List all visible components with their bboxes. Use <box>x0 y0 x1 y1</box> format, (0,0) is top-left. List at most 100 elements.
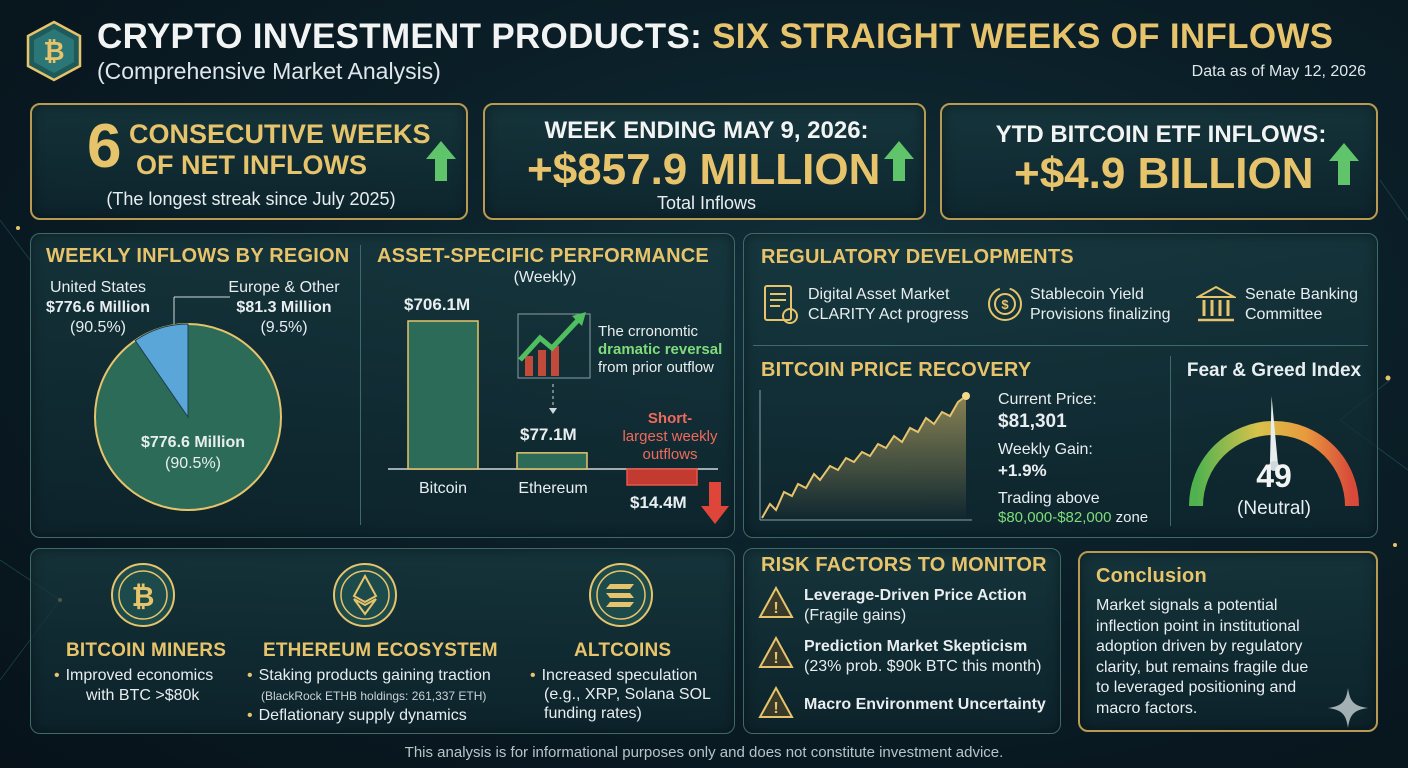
reg-item-senate: Senate Banking Committee <box>1245 286 1358 323</box>
region-pie-chart <box>94 296 282 511</box>
bar-bitcoin <box>407 320 479 470</box>
document-icon <box>764 285 798 324</box>
risk-3-title: Macro Environment Uncertainty <box>804 696 1046 713</box>
bitcoin-logo-icon: ₿ <box>26 20 82 82</box>
btc-bar-value: $706.1M <box>404 295 471 314</box>
weekly-gain-label: Weekly Gain: <box>998 441 1093 458</box>
risk-2-title: Prediction Market Skepticism <box>804 638 1028 655</box>
bar-ethereum <box>516 452 588 470</box>
svg-text:$: $ <box>1001 297 1009 312</box>
streak-note: (The longest streak since July 2025) <box>106 189 396 209</box>
eth-bar-value: $77.1M <box>520 425 577 444</box>
streak-panel: 6 CONSECUTIVE WEEKS OF NET INFLOWS (The … <box>30 103 468 220</box>
miners-title: BITCOIN MINERS <box>66 640 227 661</box>
ytd-value: +$4.9 BILLION <box>1014 149 1314 198</box>
trading-zone: $80,000-$82,000 zone <box>998 509 1149 526</box>
bank-icon <box>1196 285 1236 322</box>
risk-2-sub: (23% prob. $90k BTC this month) <box>804 658 1042 675</box>
conclusion-text: Market signals a potential inflection po… <box>1096 597 1309 717</box>
fear-greed-title: Fear & Greed Index <box>1186 360 1362 381</box>
pie-inner-pct: (90.5%) <box>164 455 222 472</box>
ethereum-title: ETHEREUM ECOSYSTEM <box>263 640 498 661</box>
miners-bullet: Improved economics <box>54 667 214 685</box>
gauge-divider <box>1170 356 1171 526</box>
ytd-label: YTD BITCOIN ETF INFLOWS: <box>995 121 1327 148</box>
us-value: $776.6 Million <box>45 299 151 316</box>
svg-text:!: ! <box>773 700 778 717</box>
conclusion-title: Conclusion <box>1096 565 1207 587</box>
coin-cycle-icon: $ <box>988 287 1022 321</box>
eu-value: $81.3 Million <box>236 299 332 316</box>
btc-price-title: BITCOIN PRICE RECOVERY <box>761 359 1032 381</box>
altcoins-line3: funding rates) <box>544 705 642 722</box>
reg-item-clarity: Digital Asset Market CLARITY Act progress <box>808 286 969 323</box>
altcoins-line2: (e.g., XRP, Solana SOL <box>544 686 711 703</box>
eu-pct: (9.5%) <box>260 319 308 336</box>
week-label: WEEK ENDING MAY 9, 2026: <box>544 117 869 144</box>
risk-panel <box>743 548 1061 734</box>
other-bar-value: $14.4M <box>630 493 687 512</box>
assets-subtitle: (Weekly) <box>513 269 577 286</box>
reversal-note: The crronomtic dramatic reversal from pr… <box>598 323 723 376</box>
current-price-value: $81,301 <box>998 411 1067 432</box>
week-value: +$857.9 MILLION <box>527 145 881 194</box>
fear-greed-label: (Neutral) <box>1237 498 1311 519</box>
ethereum-sub: (BlackRock ETHB holdings: 261,337 ETH) <box>261 689 487 703</box>
ethereum-bullet-2: Deflationary supply dynamics <box>247 707 467 725</box>
warning-icon: ! <box>758 686 794 718</box>
streak-line1: CONSECUTIVE WEEKS <box>129 119 431 149</box>
miners-bullet-cont: with BTC >$80k <box>86 687 200 704</box>
streak-line2: OF NET INFLOWS <box>136 150 367 180</box>
fear-greed-value: 49 <box>1256 458 1292 494</box>
risk-1-title: Leverage-Driven Price Action <box>804 587 1027 604</box>
eth-bar-label: Ethereum <box>518 480 588 497</box>
us-pct: (90.5%) <box>69 319 127 336</box>
svg-text:!: ! <box>773 600 778 617</box>
risk-1-sub: (Fragile gains) <box>804 607 907 624</box>
btc-price-chart <box>759 390 972 521</box>
disclaimer: This analysis is for informational purpo… <box>404 744 1004 761</box>
altcoins-bullet: Increased speculation <box>530 667 698 685</box>
weekly-gain-value: +1.9% <box>998 461 1047 480</box>
page-subtitle: (Comprehensive Market Analysis) <box>97 58 441 84</box>
pie-inner-value: $776.6 Million <box>140 434 246 451</box>
region-title: WEEKLY INFLOWS BY REGION <box>46 245 350 267</box>
outflow-note: Short- largest weekly outflows <box>622 410 718 463</box>
warning-icon: ! <box>758 586 794 618</box>
eu-label: Europe & Other <box>228 279 340 296</box>
asset-bar-chart <box>388 312 729 524</box>
btc-bar-label: Bitcoin <box>418 480 468 497</box>
up-arrow-icon <box>1329 143 1359 185</box>
page-title: CRYPTO INVESTMENT PRODUCTS: SIX STRAIGHT… <box>97 17 1334 56</box>
down-arrow-icon <box>701 482 729 524</box>
ytd-panel: YTD BITCOIN ETF INFLOWS: +$4.9 BILLION <box>940 103 1378 220</box>
trading-label: Trading above <box>998 490 1100 507</box>
regulatory-title: REGULATORY DEVELOPMENTS <box>761 246 1074 268</box>
svg-text:₿: ₿ <box>132 581 155 612</box>
svg-text:₿: ₿ <box>43 36 64 66</box>
solana-coin-icon <box>589 563 653 627</box>
risk-title: RISK FACTORS TO MONITOR <box>761 554 1047 576</box>
up-arrow-icon <box>426 141 456 181</box>
bar-outflow <box>626 468 698 486</box>
reg-divider <box>753 345 1368 346</box>
week-note: Total Inflows <box>656 193 757 213</box>
streak-number: 6 <box>87 112 122 181</box>
us-label: United States <box>49 279 147 296</box>
pie-slice-europe <box>134 323 189 419</box>
ethereum-coin-icon <box>333 563 397 627</box>
assets-title: ASSET-SPECIFIC PERFORMANCE <box>377 245 709 267</box>
sparkle-icon <box>1328 688 1368 728</box>
reg-item-stablecoin: Stablecoin Yield Provisions finalizing <box>1030 286 1171 323</box>
week-inflow-panel: WEEK ENDING MAY 9, 2026: +$857.9 MILLION… <box>483 103 926 220</box>
up-arrow-icon <box>884 141 914 181</box>
data-date: Data as of May 12, 2026 <box>1191 63 1366 80</box>
altcoins-title: ALTCOINS <box>574 640 672 661</box>
bitcoin-coin-icon: ₿ <box>111 563 175 627</box>
conclusion-panel <box>1078 551 1378 732</box>
fear-greed-gauge <box>1189 396 1359 507</box>
warning-icon: ! <box>758 636 794 668</box>
svg-text:!: ! <box>773 650 778 667</box>
trend-chart-icon <box>517 312 591 379</box>
current-price-label: Current Price: <box>998 391 1097 408</box>
